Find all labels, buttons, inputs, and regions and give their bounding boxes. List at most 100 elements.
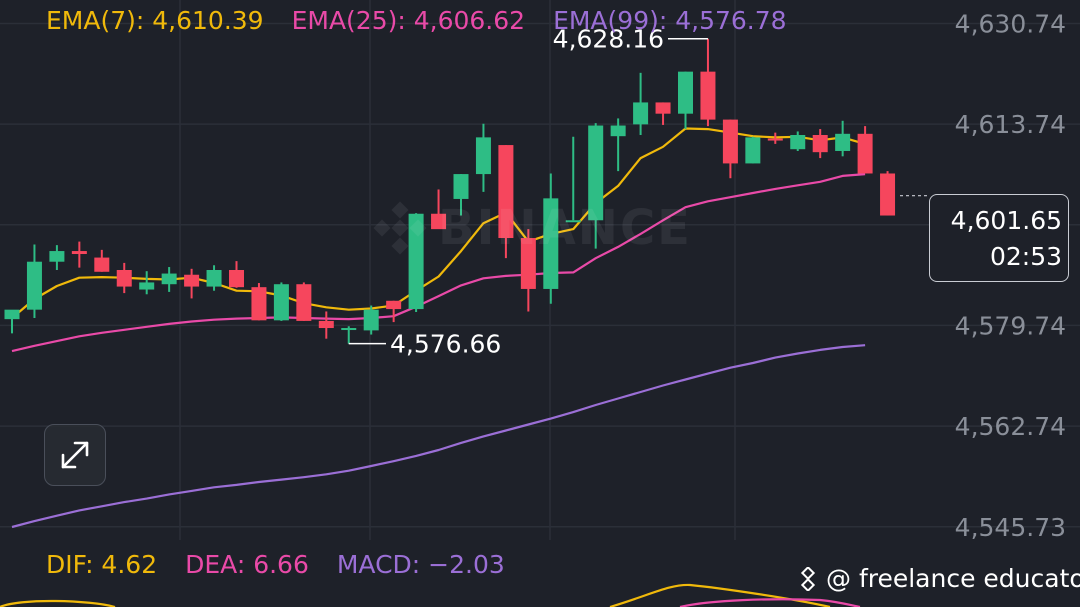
candle: [26, 244, 42, 318]
candle-body: [49, 251, 65, 262]
candle-body: [363, 309, 379, 331]
candle-body: [184, 274, 200, 287]
candle-body: [161, 273, 177, 285]
candle-countdown: 02:53: [989, 242, 1062, 271]
macd-legend: DIF: 4.62 DEA: 6.66 MACD: −2.03: [46, 550, 505, 579]
credit-text: @ freelance educator: [826, 564, 1080, 593]
candle: [363, 305, 379, 335]
macd-value-legend: MACD: −2.03: [336, 550, 505, 579]
candle: [588, 123, 604, 249]
candle-body: [229, 270, 244, 288]
candle: [49, 245, 65, 270]
candle-body: [543, 198, 559, 289]
candle: [633, 72, 649, 135]
candle-body: [116, 270, 132, 287]
candle: [251, 283, 267, 321]
credit-watermark: @ freelance educator: [796, 564, 1080, 593]
candle-body: [71, 251, 87, 255]
y-tick-label: 4,630.74: [955, 9, 1066, 38]
candle-body: [588, 125, 604, 221]
candles: [4, 38, 896, 344]
candle-body: [722, 119, 738, 164]
candle-body: [475, 137, 491, 175]
ema7-legend: EMA(7): 4,610.39: [46, 6, 264, 35]
candle-body: [431, 213, 447, 230]
candle: [116, 262, 132, 294]
candle-body: [812, 135, 828, 153]
ema25-legend: EMA(25): 4,606.62: [291, 6, 526, 35]
candle: [94, 249, 110, 272]
candle-body: [296, 284, 312, 321]
candle-body: [767, 138, 783, 141]
candle: [386, 300, 402, 323]
candle-body: [857, 133, 873, 174]
candle: [678, 71, 693, 130]
candle-body: [94, 257, 110, 272]
candle-body: [835, 133, 851, 151]
candle-body: [318, 320, 334, 329]
candle: [835, 120, 851, 157]
candle: [341, 326, 357, 344]
price-axis: 4,630.744,613.744,596.744,579.744,562.74…: [955, 9, 1066, 541]
y-tick-label: 4,613.74: [955, 110, 1066, 139]
candle: [767, 132, 783, 144]
dea-legend: DEA: 6.66: [185, 550, 309, 579]
candle: [229, 261, 244, 288]
ema25-line: [11, 173, 866, 353]
candle-body: [453, 174, 469, 199]
dif-line: [0, 599, 116, 607]
candle: [453, 174, 469, 216]
macd-curves: [0, 583, 861, 607]
current-price: 4,601.65: [950, 206, 1062, 235]
low-price-label: 4,576.66: [390, 330, 501, 359]
candle: [139, 271, 155, 295]
current-price-tag: 4,601.65 02:53: [929, 194, 1069, 282]
candle-body: [4, 309, 20, 320]
candle-body: [386, 300, 402, 310]
candle: [745, 136, 761, 164]
candle: [273, 282, 289, 321]
ema99-line: [11, 344, 866, 529]
annotations: 4,628.16 4,576.66: [348, 25, 929, 359]
high-price-label: 4,628.16: [553, 25, 664, 54]
grid: [0, 0, 1080, 540]
candle-body: [745, 137, 761, 164]
candle-body: [610, 125, 626, 137]
candle-body: [408, 213, 424, 310]
dea-line: [679, 598, 861, 607]
candle-body: [341, 328, 357, 331]
candle: [655, 102, 671, 125]
candle: [318, 311, 334, 339]
candle-body: [26, 261, 42, 310]
candle: [812, 129, 828, 159]
candle: [565, 136, 581, 223]
candle-body: [633, 102, 649, 125]
candle: [880, 171, 896, 216]
candle: [71, 241, 87, 268]
candle: [475, 123, 491, 192]
candle-body: [273, 284, 289, 321]
ema-legend: EMA(7): 4,610.39 EMA(25): 4,606.62 EMA(9…: [46, 6, 787, 35]
y-tick-label: 4,562.74: [955, 412, 1066, 441]
candle-body: [678, 71, 693, 114]
candle: [296, 282, 312, 321]
candle: [543, 173, 559, 304]
candle: [431, 189, 447, 230]
candle-body: [206, 270, 222, 287]
fullscreen-button[interactable]: [44, 424, 106, 486]
candle: [184, 268, 200, 299]
candle: [206, 265, 222, 291]
candle-body: [520, 238, 536, 289]
dif-legend: DIF: 4.62: [46, 550, 158, 579]
candle: [520, 229, 536, 312]
candle-body: [139, 282, 155, 290]
candle: [700, 38, 716, 127]
candle: [857, 126, 873, 174]
binance-small-logo-icon: [800, 566, 816, 591]
candle: [161, 267, 177, 292]
candle-body: [790, 135, 806, 150]
y-tick-label: 4,545.73: [955, 513, 1066, 542]
candle-body: [251, 287, 267, 321]
candle-body: [880, 173, 896, 216]
